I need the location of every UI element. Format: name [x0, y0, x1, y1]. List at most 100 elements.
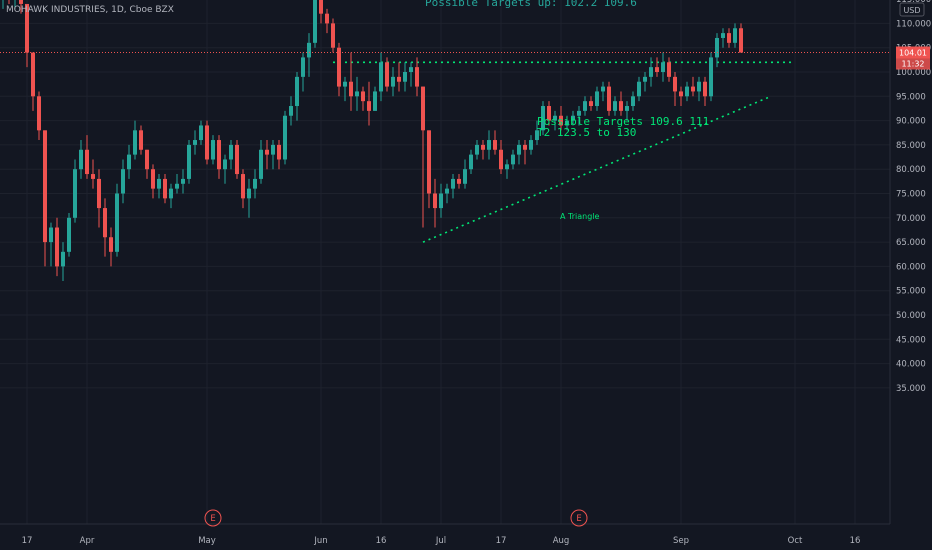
candle-body — [325, 13, 329, 24]
candle-body — [481, 144, 485, 150]
candle-body — [457, 178, 461, 184]
candle-body — [469, 154, 473, 170]
candle-body — [673, 76, 677, 92]
annotation-targets-up[interactable]: Possible Targets up: 102.2 109.6 — [425, 0, 637, 9]
candle-body — [643, 76, 647, 82]
candle-body — [97, 178, 101, 209]
candle-body — [193, 140, 197, 145]
candle-body — [229, 144, 233, 160]
candle-body — [361, 91, 365, 102]
candle-body — [241, 174, 245, 199]
time-tick-label: Sep — [673, 536, 689, 546]
price-tick-label: 45.000 — [896, 335, 926, 345]
candle-body — [607, 86, 611, 111]
candle-body — [679, 91, 683, 97]
candle-body — [379, 62, 383, 92]
time-tick-label: Jun — [313, 536, 327, 546]
candle-body — [355, 91, 359, 97]
symbol-header[interactable]: MOHAWK INDUSTRIES, 1D, Cboe BZX — [6, 5, 174, 15]
candle-body — [649, 67, 653, 77]
candle-body — [709, 57, 713, 97]
time-tick-label: 17 — [496, 536, 507, 546]
candle-body — [247, 188, 251, 199]
candle-body — [373, 91, 377, 111]
bar-countdown: 11:32 — [901, 60, 924, 69]
candle-body — [403, 72, 407, 82]
candle-body — [223, 159, 227, 170]
candle-body — [445, 188, 449, 194]
currency-badge[interactable]: USD — [899, 2, 925, 17]
candle-body — [451, 178, 455, 189]
candle-body — [685, 86, 689, 97]
drawings — [333, 61, 795, 243]
candle-body — [595, 91, 599, 107]
time-tick-label: Apr — [80, 536, 95, 546]
candle-body — [421, 86, 425, 131]
candle-body — [367, 101, 371, 111]
candle-body — [727, 33, 731, 43]
candle-body — [493, 140, 497, 150]
annotation-pattern[interactable]: A Triangle — [560, 212, 600, 221]
candle-body — [67, 217, 71, 252]
price-axis-bg — [890, 0, 932, 550]
candle-body — [739, 28, 743, 53]
grid — [0, 0, 890, 524]
candle-body — [535, 130, 539, 141]
candle-body — [523, 144, 527, 150]
time-tick-label: Jul — [435, 536, 446, 546]
candle-body — [163, 178, 167, 199]
candle-body — [637, 81, 641, 97]
candle-body — [613, 101, 617, 111]
time-axis[interactable]: 17 Apr May Jun 16 Jul 17 Aug Sep Oct 16 — [22, 536, 861, 546]
candle-body — [289, 106, 293, 116]
price-tick-label: 55.000 — [896, 287, 926, 297]
candle-body — [253, 178, 257, 189]
candle-body — [139, 130, 143, 150]
candle-body — [697, 81, 701, 92]
candle-body — [487, 140, 491, 150]
candle-body — [73, 169, 77, 218]
price-tick-label: 60.000 — [896, 262, 926, 272]
candle-body — [25, 3, 29, 53]
time-tick-label: Aug — [553, 536, 570, 546]
candle-body — [349, 81, 353, 97]
earnings-marker-circle — [570, 509, 588, 527]
candle-body — [433, 193, 437, 209]
price-tick-label: 110.000 — [896, 19, 931, 29]
candle-body — [127, 154, 131, 170]
candle-body — [661, 62, 665, 72]
price-tick-label: 90.000 — [896, 117, 926, 127]
candle-body — [271, 144, 275, 155]
candle-body — [721, 33, 725, 38]
candle-body — [319, 0, 323, 14]
price-tick-label: 80.000 — [896, 165, 926, 175]
candle-body — [199, 125, 203, 141]
candle-body — [439, 193, 443, 209]
candle-body — [511, 154, 515, 165]
annotation-targets-1[interactable]: Possible Targets 109.6 111 — [537, 115, 710, 128]
candle-body — [337, 47, 341, 87]
price-tick-label: 40.000 — [896, 360, 926, 370]
candle-body — [307, 42, 311, 58]
candle-body — [397, 76, 401, 82]
last-price-value: 104.01 — [899, 49, 927, 58]
candle-body — [733, 28, 737, 43]
candle-body — [115, 193, 119, 252]
candle-body — [265, 149, 269, 155]
price-tick-label: 100.000 — [896, 68, 931, 78]
candle-body — [91, 174, 95, 179]
candle-body — [655, 67, 659, 72]
candle-body — [715, 37, 719, 58]
candle-body — [625, 106, 629, 111]
candle-body — [151, 169, 155, 189]
candle-body — [43, 130, 47, 243]
candle-body — [583, 101, 587, 111]
candles — [2, 0, 743, 281]
candle-body — [529, 140, 533, 150]
candle-body — [295, 76, 299, 107]
candle-body — [283, 115, 287, 160]
annotation-targets-2[interactable]: T2 123.5 to 130 — [537, 126, 637, 139]
